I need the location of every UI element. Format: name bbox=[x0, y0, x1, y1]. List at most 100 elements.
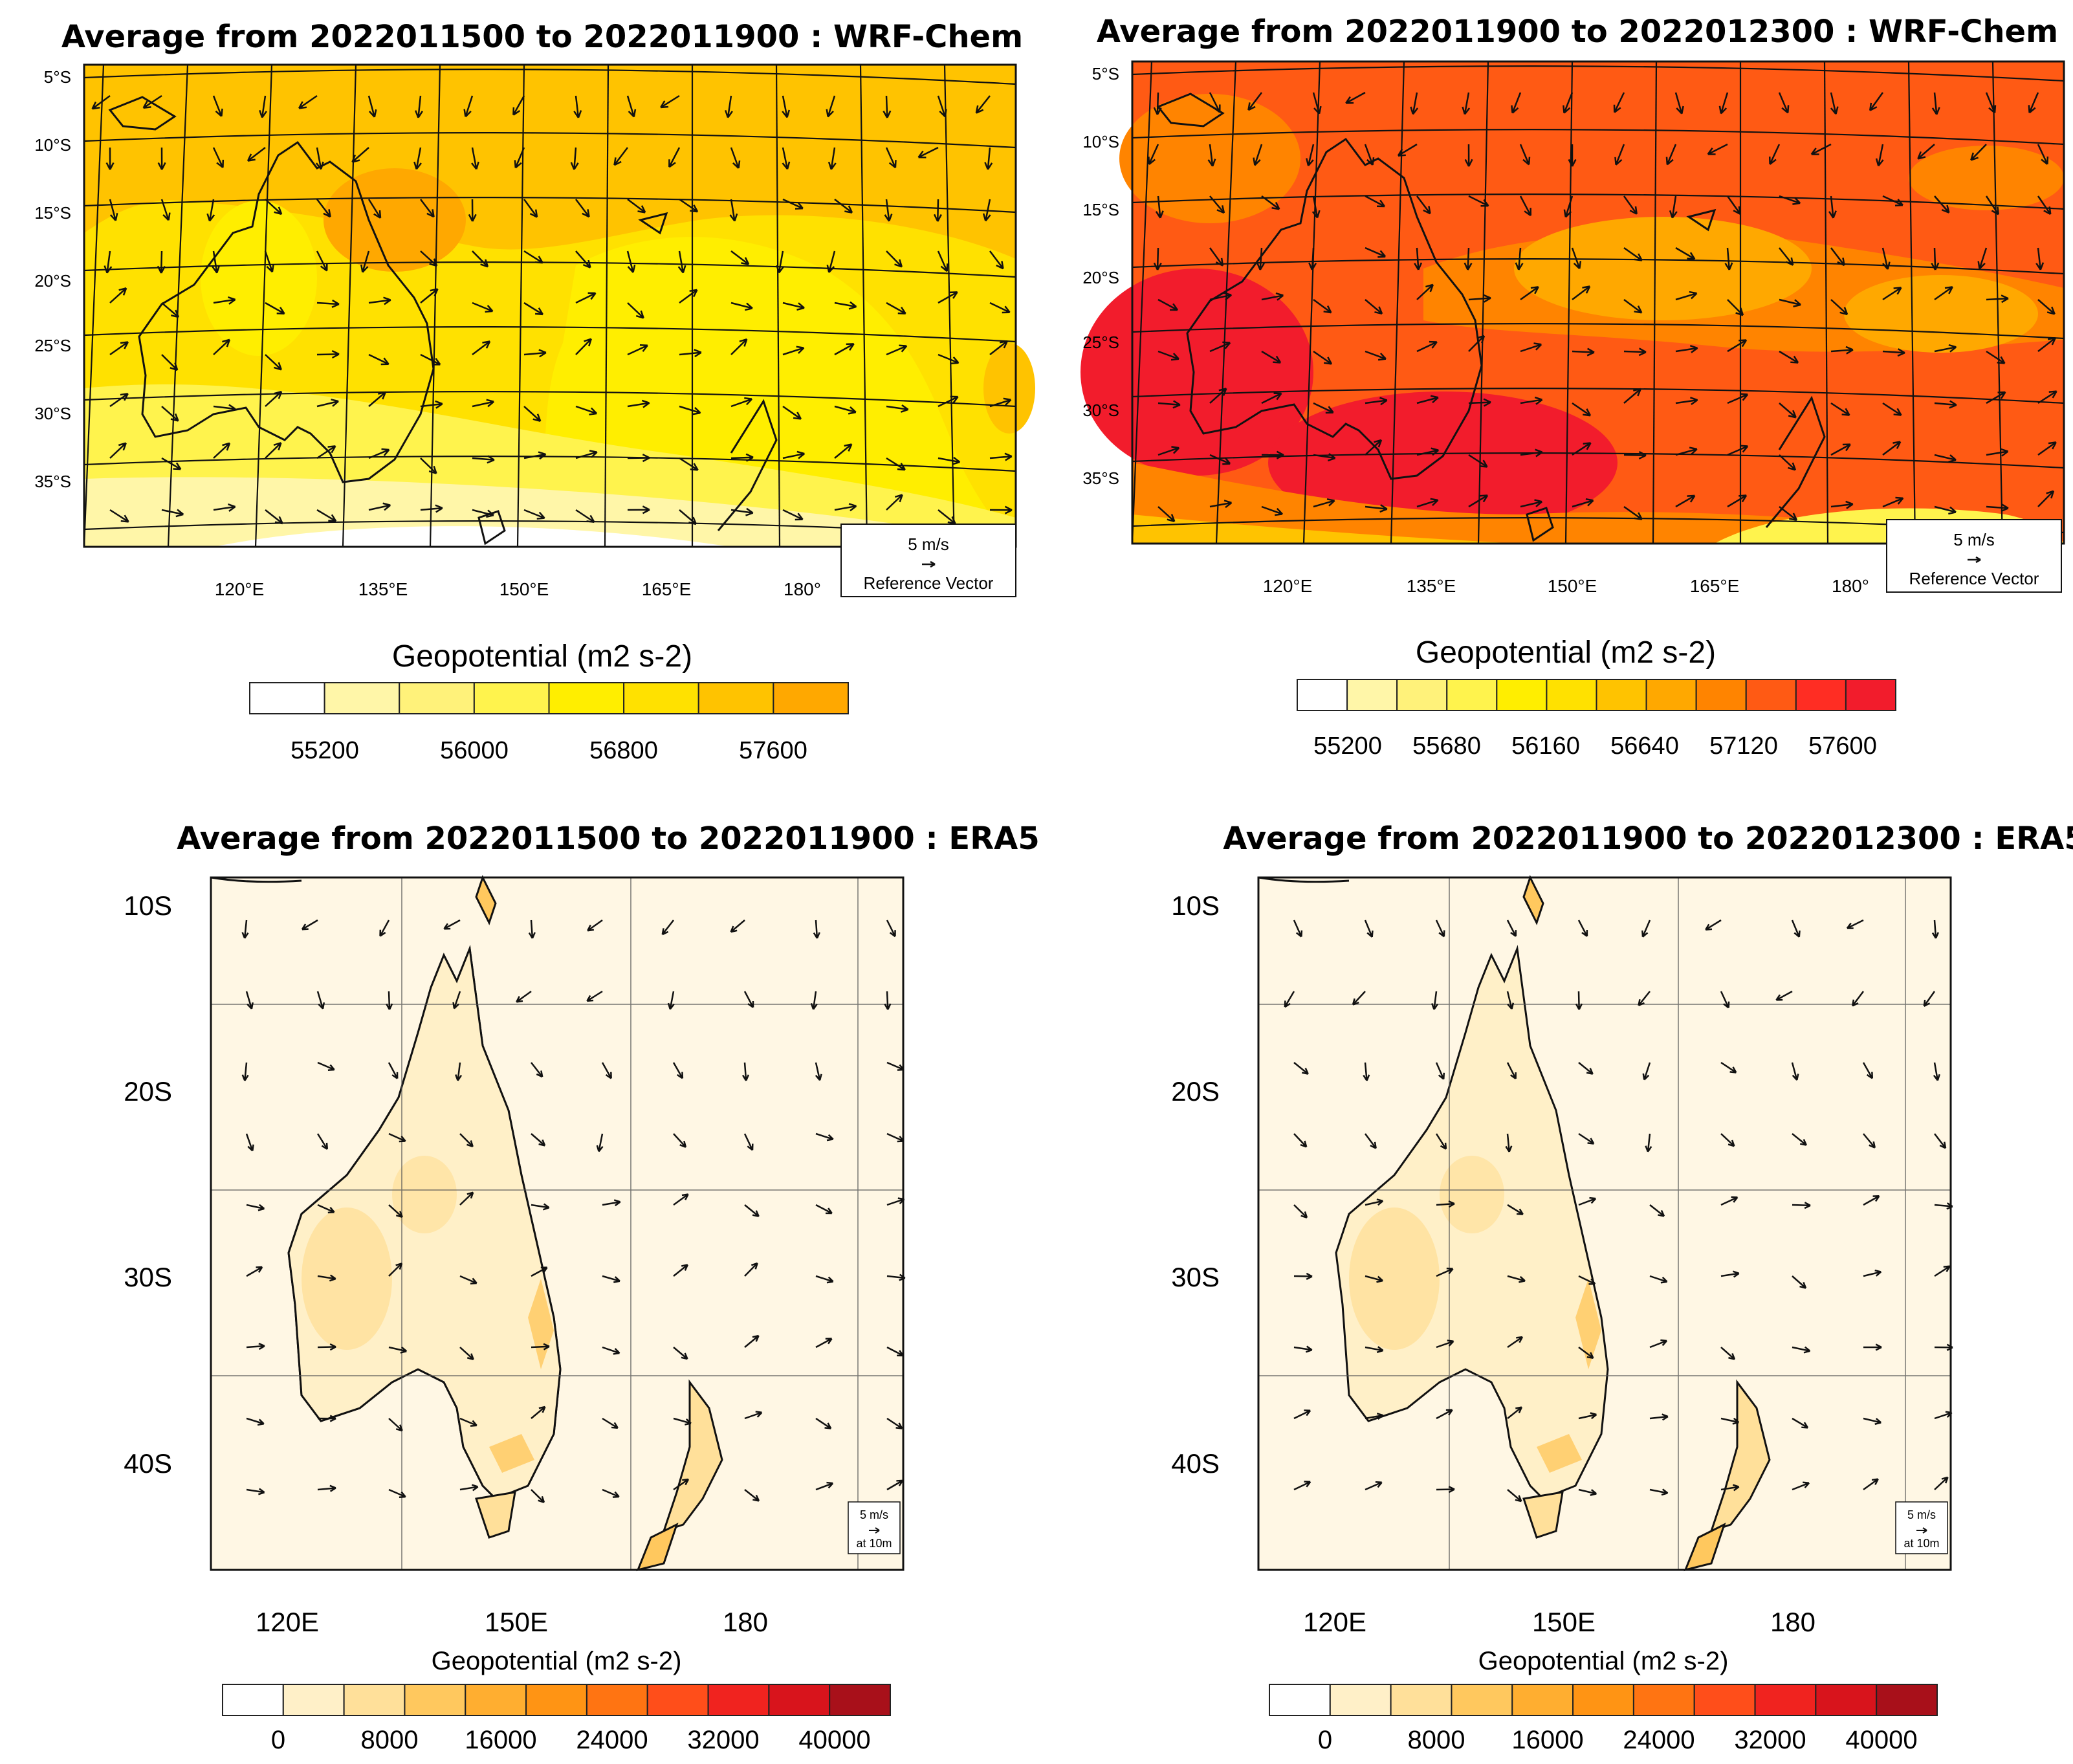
wind-arrow bbox=[1157, 400, 1181, 409]
wind-arrow bbox=[673, 1133, 687, 1148]
wind-arrow bbox=[1365, 350, 1387, 361]
wind-arrow bbox=[109, 199, 118, 221]
wind-arrow bbox=[815, 1132, 834, 1141]
wind-arrow bbox=[379, 920, 390, 937]
wind-arrow bbox=[1720, 1417, 1740, 1425]
wind-arrow bbox=[1312, 92, 1322, 115]
ref-label: at 10m bbox=[856, 1537, 892, 1550]
wind-arrow bbox=[1720, 1347, 1736, 1360]
wind-arrow bbox=[1153, 92, 1162, 115]
wind-arrow bbox=[938, 456, 961, 465]
wind-arrow bbox=[815, 1417, 832, 1429]
wind-arrow bbox=[1779, 195, 1801, 205]
wind-arrow bbox=[1931, 247, 1940, 270]
panel-wrf-2: Average from 2022011900 to 2022012300 : … bbox=[1080, 14, 2065, 760]
wind-arrow bbox=[1209, 195, 1225, 214]
wind-arrow bbox=[1726, 195, 1741, 215]
wind-arrow bbox=[679, 457, 699, 471]
wind-arrow bbox=[360, 250, 370, 273]
wind-arrow bbox=[1720, 1133, 1735, 1147]
lon-label: 120E bbox=[1303, 1607, 1366, 1637]
wind-arrow bbox=[586, 990, 603, 1002]
wind-arrow bbox=[782, 346, 805, 356]
wind-arrow bbox=[938, 353, 960, 365]
wind-arrow bbox=[367, 95, 377, 118]
wind-arrow bbox=[316, 1133, 329, 1150]
wind-arrow bbox=[660, 94, 680, 109]
wind-arrow bbox=[679, 349, 702, 358]
wind-arrow bbox=[1792, 1275, 1807, 1289]
wind-arrow bbox=[1649, 1275, 1668, 1284]
wind-arrow bbox=[1436, 1200, 1455, 1208]
wind-arrow bbox=[1416, 283, 1434, 300]
wind-arrow bbox=[730, 397, 752, 408]
wind-arrow bbox=[1649, 1339, 1668, 1349]
wind-arrow bbox=[834, 343, 855, 356]
wind-arrow bbox=[1572, 402, 1592, 417]
wind-arrow bbox=[743, 1133, 754, 1151]
wind-arrow bbox=[2028, 92, 2039, 114]
wind-arrow bbox=[213, 338, 231, 355]
colorbar-box bbox=[222, 1684, 284, 1716]
wind-arrow bbox=[1882, 441, 1902, 456]
wind-arrow bbox=[420, 250, 438, 267]
colorbar-box bbox=[1390, 1684, 1453, 1716]
wind-arrow bbox=[1209, 247, 1224, 267]
colorbar-tick: 16000 bbox=[1511, 1726, 1583, 1754]
lon-label: 150E bbox=[1532, 1607, 1596, 1637]
colorbar-box bbox=[525, 1684, 587, 1716]
wind-arrow bbox=[1862, 1062, 1874, 1079]
wind-arrow bbox=[420, 458, 437, 474]
wind-arrow bbox=[388, 1418, 403, 1432]
wind-arrow bbox=[1830, 443, 1851, 456]
wind-arrow bbox=[1261, 505, 1283, 516]
wind-arrow bbox=[1578, 1275, 1596, 1285]
wind-arrow bbox=[1365, 1275, 1383, 1283]
wind-arrow bbox=[1720, 1270, 1740, 1278]
colorbar-boxes bbox=[249, 682, 849, 714]
colorbar-box bbox=[465, 1684, 527, 1716]
wind-arrow bbox=[1986, 294, 2009, 303]
wind-arrow bbox=[782, 198, 804, 210]
wind-arrow bbox=[1863, 1269, 1882, 1277]
wind-arrow bbox=[1675, 494, 1696, 508]
wind-arrow bbox=[142, 94, 162, 109]
wind-arrow bbox=[161, 354, 179, 371]
ref-label: at 10m bbox=[1903, 1537, 1939, 1550]
wind-arrow bbox=[1462, 92, 1471, 115]
lat-label: 40S bbox=[124, 1448, 172, 1479]
wind-arrow bbox=[1436, 1409, 1453, 1420]
wind-arrow bbox=[316, 991, 325, 1009]
wind-arrow bbox=[975, 95, 991, 114]
wind-arrow bbox=[1863, 1343, 1882, 1351]
wind-arrow bbox=[1649, 1488, 1669, 1496]
lat-label: 35°S bbox=[34, 472, 71, 491]
wind-arrow bbox=[826, 250, 836, 273]
wind-arrow bbox=[1505, 1133, 1513, 1152]
colorbar-box bbox=[1645, 679, 1697, 711]
lat-label: 25°S bbox=[1082, 333, 1119, 352]
colorbar-box bbox=[697, 682, 774, 714]
colorbar-box bbox=[1632, 1684, 1695, 1716]
wind-arrow bbox=[317, 1343, 336, 1351]
wind-arrow bbox=[1934, 400, 1957, 409]
wind-arrow bbox=[1720, 1061, 1737, 1074]
lon-label: 150°E bbox=[499, 579, 549, 599]
wind-arrow bbox=[1313, 453, 1336, 461]
lon-labels: 120E 150E 180 bbox=[1303, 1607, 1815, 1637]
wind-arrow bbox=[246, 1266, 263, 1277]
wind-arrow bbox=[1364, 144, 1375, 166]
colorbar-tick: 40000 bbox=[798, 1726, 870, 1754]
colorbar-box bbox=[1496, 679, 1548, 711]
wind-arrow bbox=[815, 1275, 834, 1284]
wind-arrow bbox=[388, 1262, 403, 1277]
colorbar-tick: 40000 bbox=[1845, 1726, 1917, 1754]
wind-arrow bbox=[1985, 92, 1997, 114]
wind-arrow bbox=[1416, 195, 1431, 215]
wind-arrow bbox=[1792, 1202, 1811, 1209]
wind-arrow bbox=[1256, 247, 1265, 270]
wind-arrow bbox=[1365, 247, 1387, 258]
colorbar-box bbox=[1845, 679, 1897, 711]
colorbar-ticks: 0 8000 16000 24000 32000 40000 bbox=[271, 1726, 871, 1754]
wind-arrow bbox=[627, 399, 650, 408]
